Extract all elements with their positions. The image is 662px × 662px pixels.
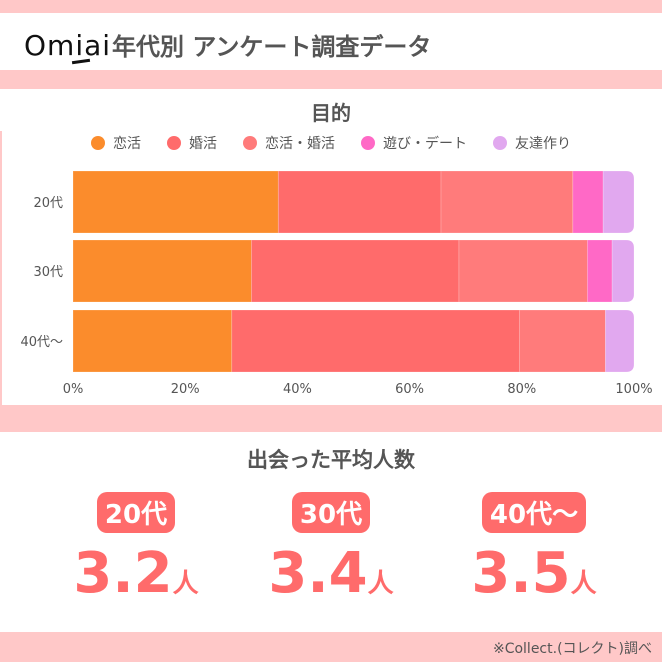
unit: 人: [172, 569, 199, 599]
average-section: 出会った平均人数 20代 3.2人 30代 3.4人 40代〜 3.5人: [0, 432, 662, 632]
legend-swatch: [493, 136, 507, 150]
average-item-30s: 30代 3.4人: [231, 492, 431, 606]
header: Omiai 年代別 アンケート調査データ: [0, 13, 662, 70]
x-tick-label: 80%: [507, 382, 536, 397]
x-tick-label: 0%: [63, 382, 84, 397]
bar-segment: [458, 240, 588, 302]
bar-segment: [602, 171, 634, 233]
legend-item: 恋活・婚活: [243, 133, 335, 153]
unit: 人: [570, 569, 597, 599]
legend-swatch: [91, 136, 105, 150]
x-tick-label: 60%: [395, 382, 424, 397]
legend-item: 婚活: [167, 133, 217, 153]
bar-segment: [587, 240, 613, 302]
chart-title: 目的: [311, 101, 351, 125]
legend-item: 友達作り: [493, 133, 571, 153]
unit: 人: [367, 569, 394, 599]
category-label: 40代〜: [20, 335, 63, 350]
legend-item: 恋活: [91, 133, 141, 153]
bar-segment: [250, 240, 460, 302]
purpose-chart-section: 目的 恋活 婚活 恋活・婚活 遊び・デート 友達作り 20代 30代 40代〜 0% 20% 40…: [0, 89, 662, 405]
x-tick-label: 100%: [615, 382, 652, 397]
bar-segment: [73, 171, 279, 233]
bar-segment: [519, 310, 606, 372]
legend-item: 遊び・デート: [361, 133, 467, 153]
chart-legend: 恋活 婚活 恋活・婚活 遊び・デート 友達作り: [0, 133, 662, 153]
legend-label: 婚活: [189, 136, 217, 152]
legend-label: 恋活・婚活: [265, 136, 335, 152]
legend-label: 遊び・デート: [383, 136, 467, 152]
average-value: 3.2: [73, 541, 173, 606]
bar-segment: [611, 240, 634, 302]
age-badge: 40代〜: [481, 492, 587, 533]
legend-swatch: [167, 136, 181, 150]
bar-segment: [73, 310, 233, 372]
bar-segment: [572, 171, 604, 233]
bar-segment: [231, 310, 520, 372]
bar-segment: [604, 310, 634, 372]
category-label: 20代: [33, 196, 63, 211]
section-edge: [0, 131, 2, 405]
legend-label: 友達作り: [515, 136, 571, 152]
average-item-20s: 20代 3.2人: [36, 492, 236, 606]
average-value: 3.5: [471, 541, 571, 606]
age-badge: 20代: [96, 492, 176, 533]
legend-swatch: [243, 136, 257, 150]
stacked-bar-chart: 20代 30代 40代〜 0% 20% 40% 60% 80% 100%: [20, 171, 653, 397]
average-item-40s: 40代〜 3.5人: [434, 492, 634, 606]
x-tick-label: 40%: [283, 382, 312, 397]
bar-segment: [277, 171, 442, 233]
source-note: ※Collect.(コレクト)調べ: [492, 641, 652, 657]
age-badge: 30代: [291, 492, 371, 533]
legend-label: 恋活: [113, 136, 141, 152]
average-title: 出会った平均人数: [247, 448, 415, 472]
legend-swatch: [361, 136, 375, 150]
average-value: 3.4: [268, 541, 368, 606]
omiai-logo: Omiai: [24, 29, 112, 62]
x-tick-label: 20%: [171, 382, 200, 397]
bar-segment: [73, 240, 252, 302]
category-label: 30代: [33, 265, 63, 280]
page-title: 年代別 アンケート調査データ: [112, 33, 432, 61]
bar-segment: [440, 171, 574, 233]
